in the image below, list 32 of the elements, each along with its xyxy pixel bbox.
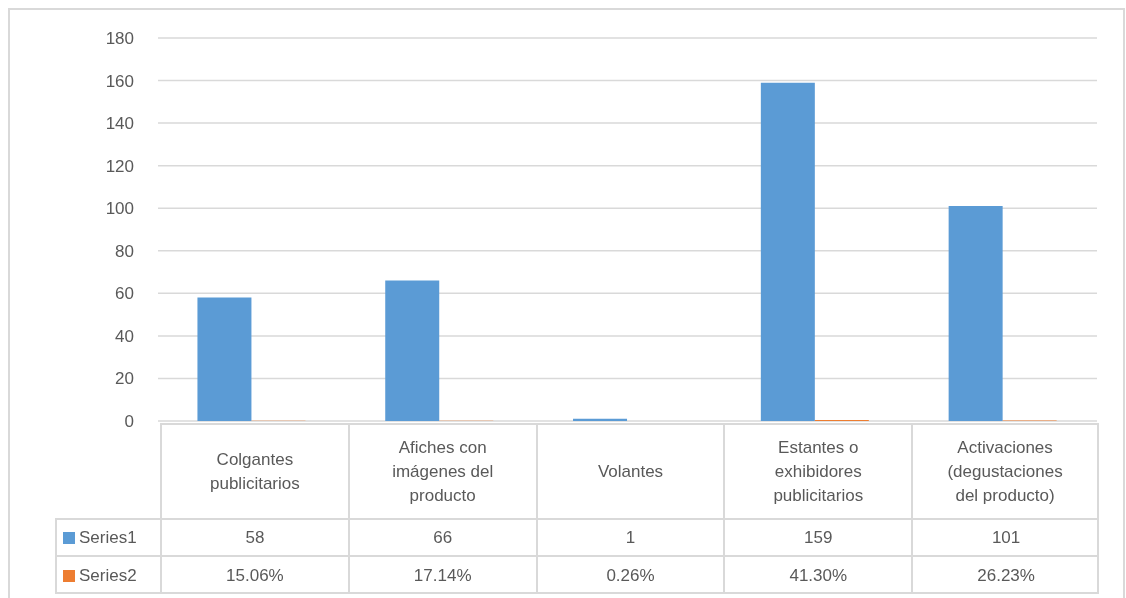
y-tick-label: 120 [105,156,134,176]
bar [573,418,628,421]
y-tick-label: 180 [105,29,134,49]
y-tick-label: 160 [105,71,134,91]
bar [760,82,815,421]
y-tick-label: 0 [124,412,134,432]
data-label: 101 [911,520,1099,555]
bar [385,280,440,421]
data-label: 0.26% [535,557,724,594]
x-tick-label: Estantes o exhibidores publicitarios [772,436,865,507]
y-tick-label: 20 [115,369,134,389]
data-label: 26.23% [911,557,1099,594]
y-tick-label: 140 [105,114,134,134]
x-tick-label: Activaciones (degustaciones del producto) [946,436,1064,507]
legend-label: Series2 [79,565,137,586]
x-tick-label: Afiches con imágenes del producto [391,436,495,507]
bar [948,206,1003,421]
data-label: 1 [535,520,724,555]
y-tick-label: 60 [115,284,134,304]
data-label: 159 [723,520,912,555]
y-tick-label: 80 [115,241,134,261]
data-label: 66 [347,520,536,555]
data-label: 15.06% [160,557,348,594]
data-label: 58 [160,520,348,555]
y-tick-label: 100 [105,199,134,219]
x-tick-label: Colgantes publicitarios [209,448,301,495]
y-tick-label: 40 [115,326,134,346]
data-label: 41.30% [723,557,912,594]
bar [197,297,252,421]
legend-label: Series1 [79,527,137,548]
data-label: 17.14% [347,557,536,594]
x-tick-label: Volantes [597,460,664,483]
